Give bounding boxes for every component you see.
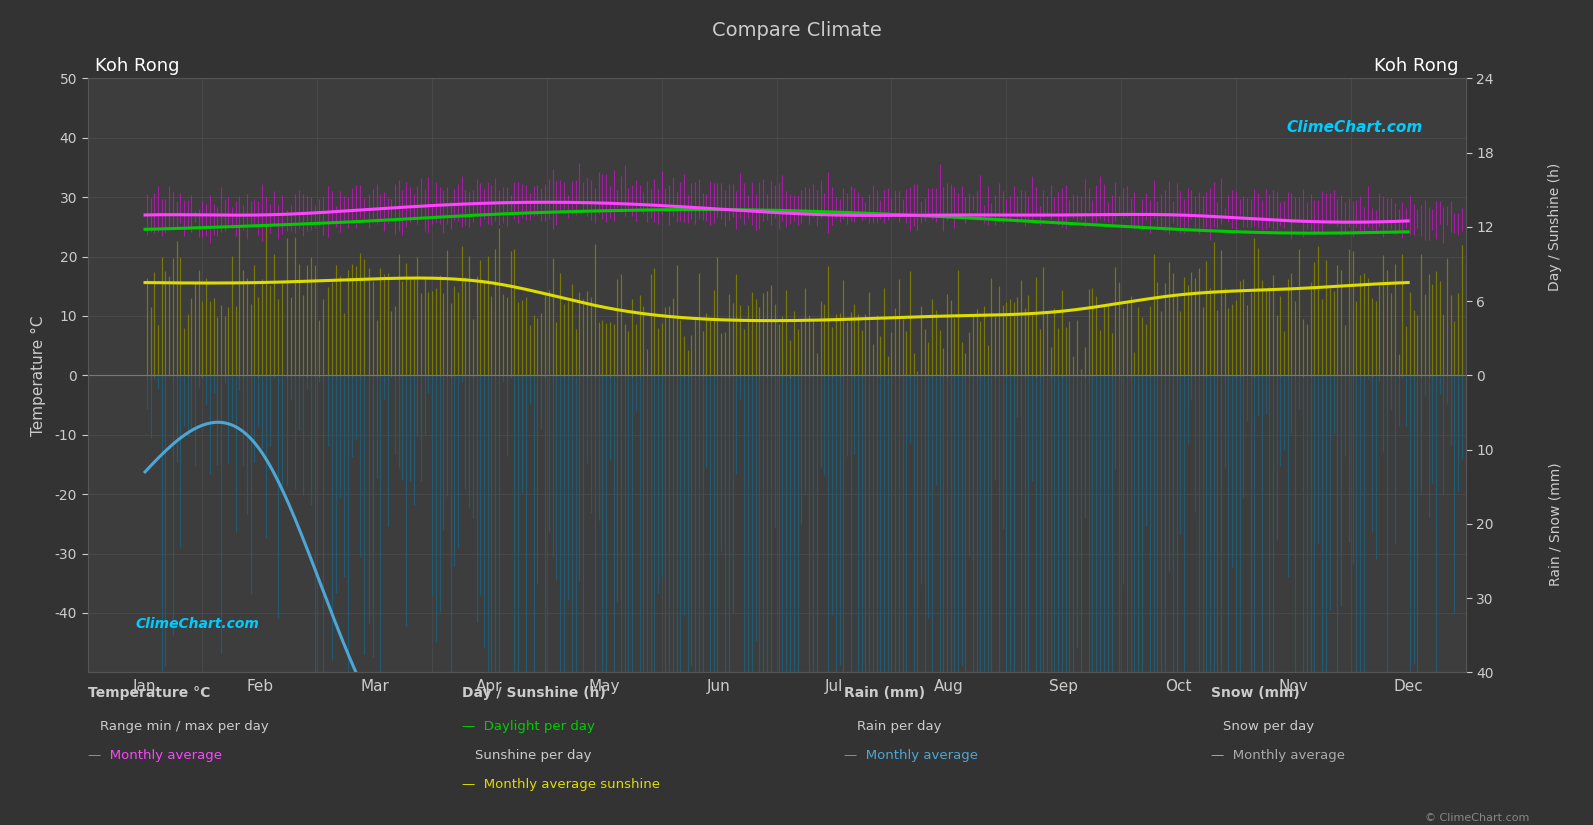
Text: Temperature °C: Temperature °C: [88, 686, 210, 700]
Text: Snow (mm): Snow (mm): [1211, 686, 1300, 700]
Text: Koh Rong: Koh Rong: [94, 58, 178, 75]
Text: ClimeChart.com: ClimeChart.com: [135, 617, 260, 631]
Text: —  Monthly average: — Monthly average: [844, 749, 978, 762]
Text: —  Monthly average sunshine: — Monthly average sunshine: [462, 778, 660, 791]
Text: Snow per day: Snow per day: [1223, 720, 1314, 733]
Y-axis label: Temperature °C: Temperature °C: [32, 315, 46, 436]
Text: Range min / max per day: Range min / max per day: [100, 720, 269, 733]
Text: —  Monthly average: — Monthly average: [1211, 749, 1344, 762]
Text: —  Daylight per day: — Daylight per day: [462, 720, 594, 733]
Text: ClimeChart.com: ClimeChart.com: [1287, 120, 1423, 135]
Text: —  Monthly average: — Monthly average: [88, 749, 221, 762]
Text: Sunshine per day: Sunshine per day: [475, 749, 591, 762]
Text: © ClimeChart.com: © ClimeChart.com: [1424, 813, 1529, 823]
Text: Day / Sunshine (h): Day / Sunshine (h): [462, 686, 605, 700]
Text: Day / Sunshine (h): Day / Sunshine (h): [1548, 163, 1563, 291]
Text: Rain per day: Rain per day: [857, 720, 941, 733]
Text: Rain / Snow (mm): Rain / Snow (mm): [1548, 462, 1563, 586]
Text: Rain (mm): Rain (mm): [844, 686, 926, 700]
Text: Koh Rong: Koh Rong: [1375, 58, 1459, 75]
Text: Compare Climate: Compare Climate: [712, 21, 881, 40]
